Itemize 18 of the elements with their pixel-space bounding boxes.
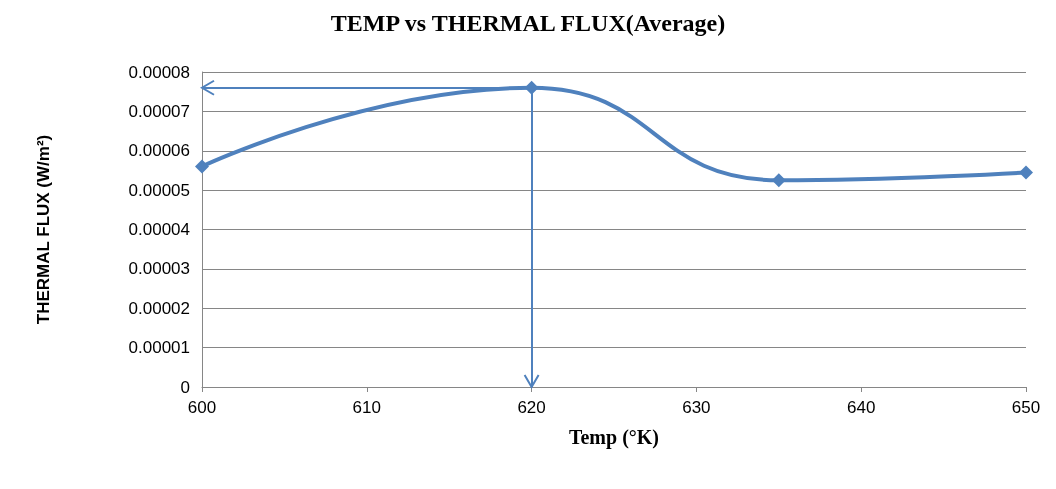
y-tick-label: 0.00004	[128, 220, 190, 239]
y-tick-label: 0	[180, 377, 190, 397]
y-tick-label: 0.00008	[128, 62, 190, 82]
y-tick-label: 0.00005	[128, 180, 190, 200]
chart-title: TEMP vs THERMAL FLUX(Average)	[330, 10, 726, 36]
x-tick-label: 620	[517, 398, 546, 417]
y-tick-label: 0.00001	[128, 338, 190, 358]
x-tick-label: 650	[1011, 398, 1041, 417]
x-axis-title: Temp (°K)	[568, 426, 660, 449]
x-tick-label: 640	[847, 398, 876, 417]
x-tick-label: 630	[682, 398, 711, 417]
x-tick-label: 600	[187, 398, 217, 417]
y-tick-label: 0.00007	[128, 101, 190, 121]
y-tick-label: 0.00003	[128, 259, 190, 279]
y-axis-title: THERMAL FLUX (W/m²)	[34, 134, 53, 325]
x-tick-label: 610	[352, 398, 381, 417]
y-tick-label: 0.00002	[128, 298, 190, 318]
y-tick-label: 0.00006	[128, 141, 190, 161]
